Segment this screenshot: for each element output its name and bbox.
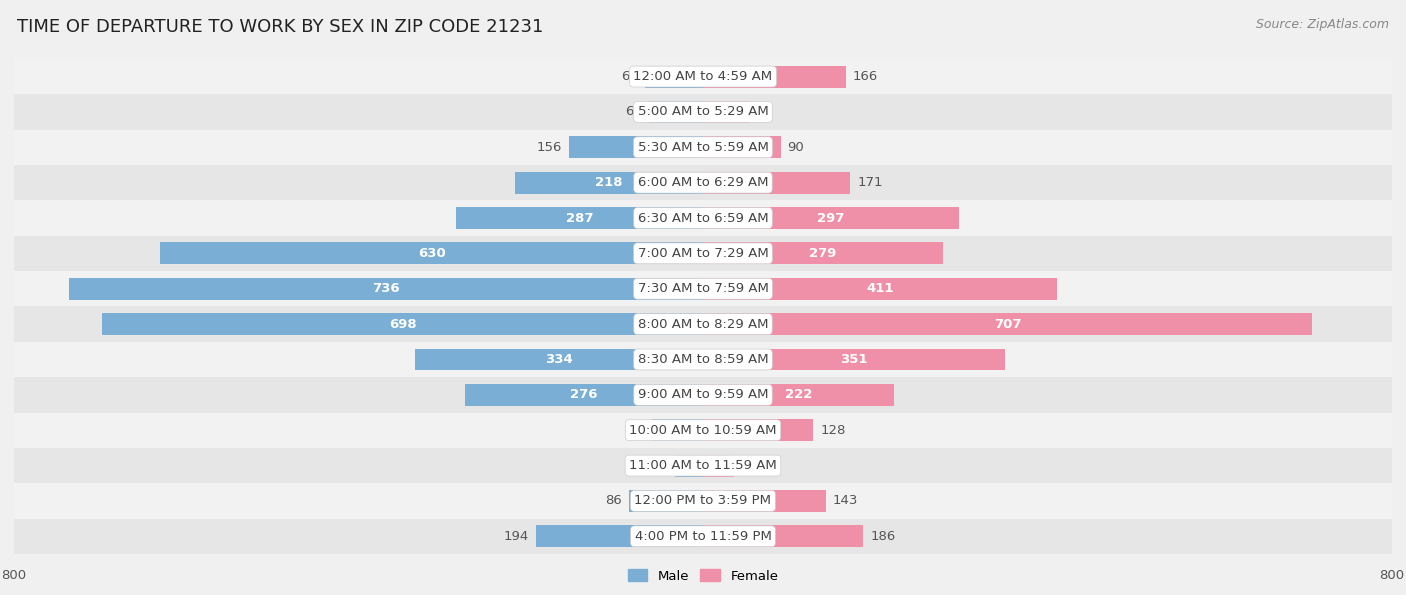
Text: 218: 218	[595, 176, 623, 189]
Text: 128: 128	[820, 424, 845, 437]
Text: 297: 297	[817, 211, 845, 224]
Bar	[703, 455, 734, 477]
Text: 36: 36	[741, 459, 758, 472]
Text: 351: 351	[841, 353, 868, 366]
Bar	[628, 490, 703, 512]
Text: 9:00 AM to 9:59 AM: 9:00 AM to 9:59 AM	[638, 389, 768, 402]
Text: 7:00 AM to 7:29 AM: 7:00 AM to 7:29 AM	[638, 247, 768, 260]
Bar	[160, 242, 703, 264]
Text: 630: 630	[418, 247, 446, 260]
Bar	[568, 136, 703, 158]
Text: 736: 736	[373, 282, 399, 295]
Text: 33: 33	[651, 459, 668, 472]
Text: 4:00 PM to 11:59 PM: 4:00 PM to 11:59 PM	[634, 530, 772, 543]
Text: 5:00 AM to 5:29 AM: 5:00 AM to 5:29 AM	[638, 105, 768, 118]
Text: 166: 166	[853, 70, 879, 83]
Text: 334: 334	[546, 353, 574, 366]
Bar	[703, 525, 863, 547]
Text: 143: 143	[832, 494, 859, 508]
Text: 90: 90	[787, 141, 804, 154]
Text: 698: 698	[388, 318, 416, 331]
Text: 279: 279	[810, 247, 837, 260]
Text: 63: 63	[626, 105, 643, 118]
Text: 86: 86	[606, 494, 621, 508]
Legend: Male, Female: Male, Female	[623, 564, 783, 588]
Bar	[14, 412, 1392, 448]
Bar	[14, 94, 1392, 130]
Text: 287: 287	[565, 211, 593, 224]
Bar	[515, 172, 703, 193]
Bar	[703, 207, 959, 229]
Bar	[14, 342, 1392, 377]
Text: TIME OF DEPARTURE TO WORK BY SEX IN ZIP CODE 21231: TIME OF DEPARTURE TO WORK BY SEX IN ZIP …	[17, 18, 543, 36]
Text: 12:00 AM to 4:59 AM: 12:00 AM to 4:59 AM	[634, 70, 772, 83]
Bar	[703, 490, 827, 512]
Bar	[14, 59, 1392, 94]
Text: 411: 411	[866, 282, 894, 295]
Bar	[703, 419, 813, 441]
Bar	[648, 101, 703, 123]
Bar	[101, 313, 703, 335]
Bar	[14, 236, 1392, 271]
Bar	[703, 384, 894, 406]
Bar	[703, 242, 943, 264]
Text: 12:00 PM to 3:59 PM: 12:00 PM to 3:59 PM	[634, 494, 772, 508]
Bar	[703, 136, 780, 158]
Bar	[703, 65, 846, 87]
Bar	[415, 349, 703, 371]
Text: 8:30 AM to 8:59 AM: 8:30 AM to 8:59 AM	[638, 353, 768, 366]
Bar	[703, 101, 749, 123]
Bar	[536, 525, 703, 547]
Text: 707: 707	[994, 318, 1021, 331]
Bar	[14, 483, 1392, 519]
Bar	[465, 384, 703, 406]
Text: 194: 194	[503, 530, 529, 543]
Text: 276: 276	[571, 389, 598, 402]
Bar	[14, 130, 1392, 165]
Text: 6:00 AM to 6:29 AM: 6:00 AM to 6:29 AM	[638, 176, 768, 189]
Bar	[703, 278, 1057, 300]
Bar	[14, 448, 1392, 483]
Bar	[14, 377, 1392, 412]
Bar	[703, 313, 1312, 335]
Bar	[14, 201, 1392, 236]
Bar	[703, 349, 1005, 371]
Text: 10:00 AM to 10:59 AM: 10:00 AM to 10:59 AM	[630, 424, 776, 437]
Text: 5:30 AM to 5:59 AM: 5:30 AM to 5:59 AM	[637, 141, 769, 154]
Text: 7:30 AM to 7:59 AM: 7:30 AM to 7:59 AM	[637, 282, 769, 295]
Bar	[14, 306, 1392, 342]
Text: 54: 54	[756, 105, 773, 118]
Text: Source: ZipAtlas.com: Source: ZipAtlas.com	[1256, 18, 1389, 31]
Bar	[645, 65, 703, 87]
Bar	[456, 207, 703, 229]
Text: 171: 171	[858, 176, 883, 189]
Bar	[14, 271, 1392, 306]
Bar	[14, 519, 1392, 554]
Text: 222: 222	[785, 389, 813, 402]
Text: 8:00 AM to 8:29 AM: 8:00 AM to 8:29 AM	[638, 318, 768, 331]
Text: 67: 67	[621, 70, 638, 83]
Bar	[14, 165, 1392, 201]
Text: 11:00 AM to 11:59 AM: 11:00 AM to 11:59 AM	[628, 459, 778, 472]
Bar	[703, 172, 851, 193]
Bar	[69, 278, 703, 300]
Text: 6:30 AM to 6:59 AM: 6:30 AM to 6:59 AM	[638, 211, 768, 224]
Bar	[675, 455, 703, 477]
Bar	[652, 419, 703, 441]
Text: 156: 156	[537, 141, 562, 154]
Text: 186: 186	[870, 530, 896, 543]
Text: 59: 59	[628, 424, 645, 437]
